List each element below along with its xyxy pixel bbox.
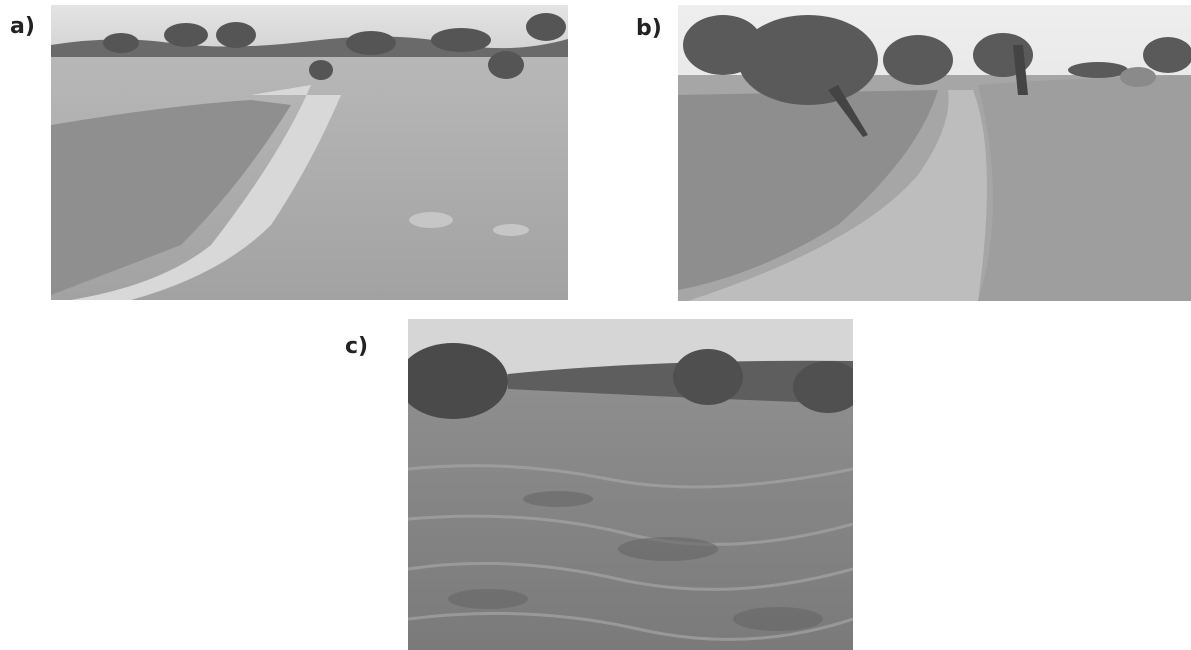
photo-a (51, 5, 568, 300)
photo-c (408, 319, 853, 650)
panel-label: a) (10, 14, 35, 39)
panel-label: c) (345, 334, 369, 359)
panel-label: b) (636, 16, 662, 41)
photo-b (678, 5, 1191, 301)
